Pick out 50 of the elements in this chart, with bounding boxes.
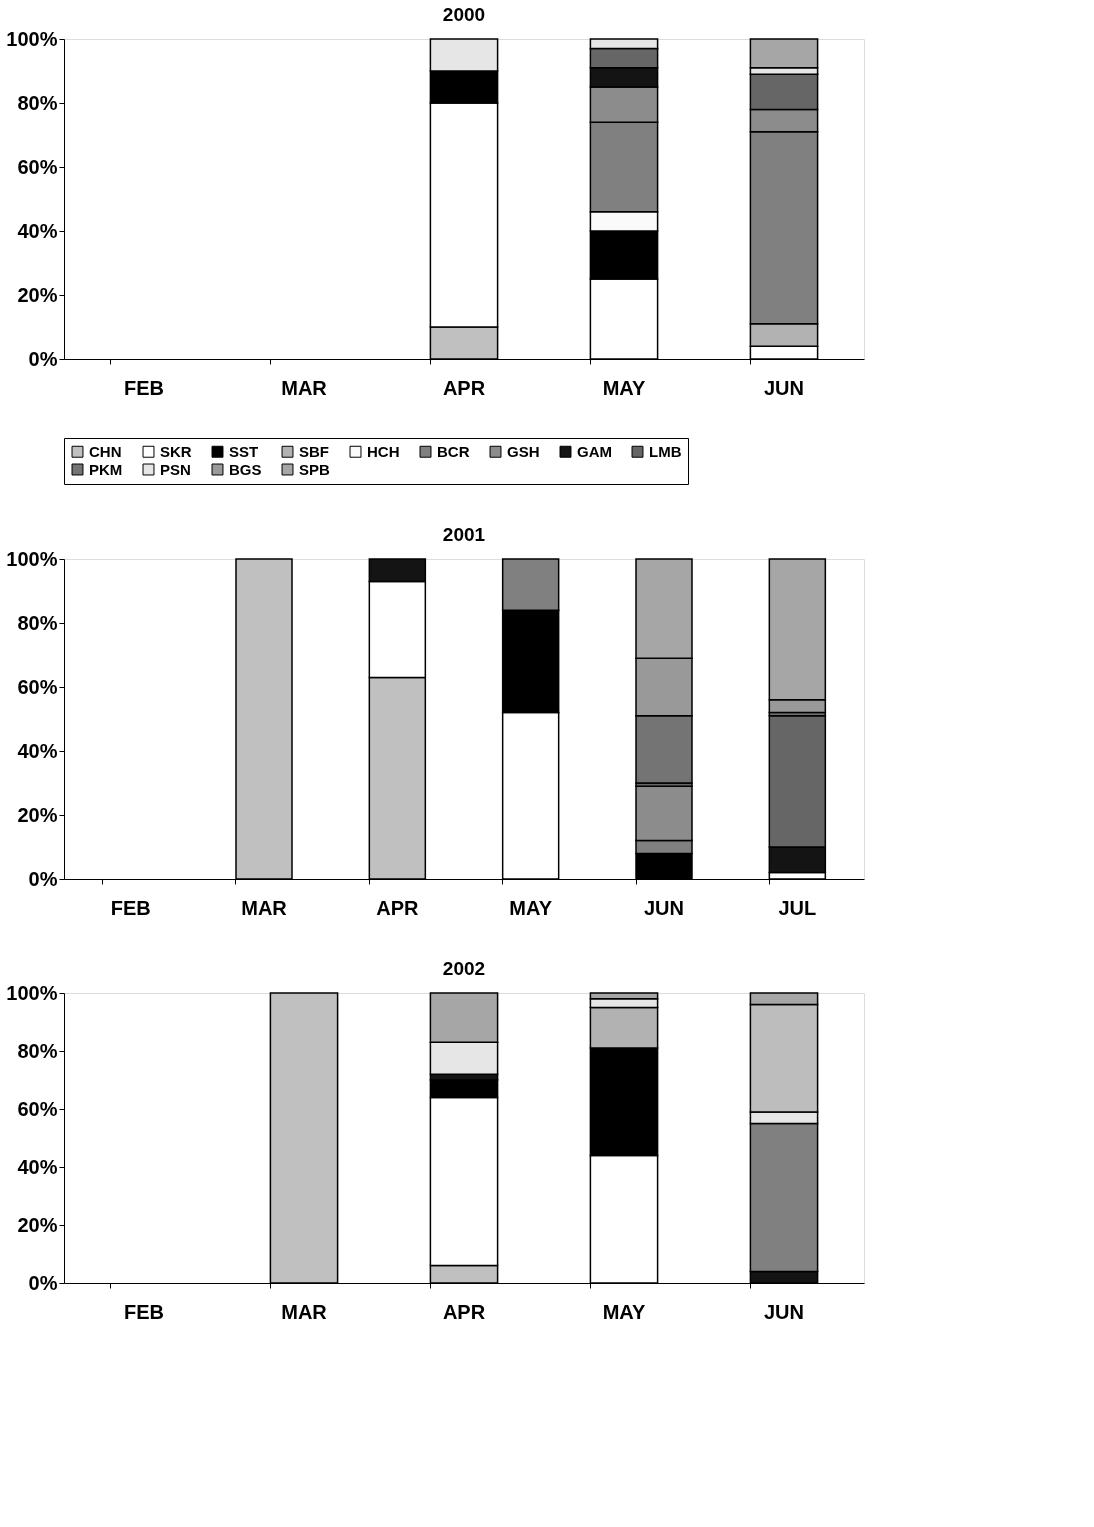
x-tick-label: FEB [124,1300,164,1323]
y-tick-label: 40% [17,219,58,242]
y-tick-label: 0% [28,347,58,370]
legend-label: SST [229,442,259,460]
x-tick-label: APR [442,376,486,399]
y-tick-label: 20% [17,283,58,306]
legend-label: LMB [649,442,682,460]
y-tick-label: 100% [6,27,58,50]
legend-label: PSN [160,460,191,478]
y-tick-label: 80% [17,1039,58,1062]
legend-label: GAM [577,442,612,460]
legend-label: SBF [299,442,329,460]
legend-label: HCH [367,442,400,460]
x-tick-label: JUL [778,896,817,919]
x-tick-label: FEB [124,376,164,399]
y-tick-label: 20% [17,1213,58,1236]
x-tick-label: MAY [602,376,646,399]
chart-title: 2000 [442,4,486,25]
x-tick-label: APR [376,896,419,919]
x-tick-label: MAR [281,1300,328,1323]
legend-label: PKM [89,460,123,478]
x-tick-label: JUN [643,896,685,919]
legend-label: SPB [299,460,331,478]
y-tick-label: 40% [17,739,58,762]
y-tick-label: 80% [17,611,58,634]
y-tick-label: 0% [28,867,58,890]
legend-label: BCR [437,442,470,460]
x-tick-label: MAR [241,896,288,919]
x-tick-label: FEB [110,896,151,919]
x-tick-label: MAR [281,376,328,399]
y-tick-label: 80% [17,91,58,114]
chart-title: 2001 [442,524,486,545]
legend-label: BGS [229,460,262,478]
legend-label: GSH [507,442,540,460]
y-tick-label: 0% [28,1271,58,1294]
x-tick-label: MAY [602,1300,646,1323]
legend-label: SKR [160,442,192,460]
y-tick-label: 40% [17,1155,58,1178]
y-tick-label: 100% [6,981,58,1004]
y-tick-label: 60% [17,675,58,698]
y-tick-label: 20% [17,803,58,826]
y-tick-label: 60% [17,1097,58,1120]
chart-title: 2002 [442,958,486,979]
x-tick-label: APR [442,1300,486,1323]
x-tick-label: JUN [763,376,805,399]
y-tick-label: 100% [6,547,58,570]
y-tick-label: 60% [17,155,58,178]
x-tick-label: MAY [509,896,553,919]
legend-label: CHN [89,442,122,460]
x-tick-label: JUN [763,1300,805,1323]
